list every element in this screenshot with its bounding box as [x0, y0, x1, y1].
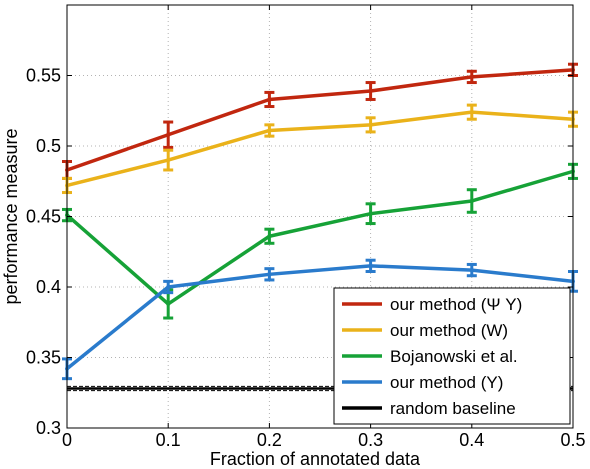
- x-tick-label: 0: [62, 430, 72, 450]
- x-tick-label: 0.1: [156, 430, 181, 450]
- y-tick-label: 0.4: [36, 277, 61, 297]
- series-1: [62, 103, 578, 195]
- data-point: [368, 122, 373, 127]
- x-tick-label: 0.5: [560, 430, 585, 450]
- legend-label: our method (Ψ Y): [390, 295, 522, 314]
- data-point: [166, 158, 171, 163]
- x-tick-label: 0.3: [358, 430, 383, 450]
- legend-label: random baseline: [390, 399, 516, 418]
- data-point: [368, 263, 373, 268]
- series-line: [65, 169, 574, 306]
- x-tick-label: 0.2: [257, 430, 282, 450]
- series-0: [62, 62, 578, 180]
- data-point: [469, 268, 474, 273]
- legend-label: Bojanowski et al.: [390, 347, 518, 366]
- data-point: [469, 198, 474, 203]
- ticks: 0 0.1 0.2 0.3 0.4 0.5 0.3 0.35 0.4 0.45 0.5 0.55: [26, 5, 586, 450]
- data-point: [267, 234, 272, 239]
- data-point: [267, 97, 272, 102]
- y-tick-label: 0.3: [36, 418, 61, 438]
- x-axis-label: Fraction of annotated data: [210, 449, 421, 469]
- data-point: [368, 211, 373, 216]
- series-line: [66, 110, 574, 188]
- data-point: [166, 285, 171, 289]
- data-point: [267, 128, 272, 133]
- series-line: [66, 68, 574, 172]
- y-axis-label: performance measure: [1, 128, 21, 304]
- legend-label: our method (W): [390, 321, 508, 340]
- y-tick-label: 0.35: [26, 348, 61, 368]
- data-point: [267, 272, 272, 277]
- legend: our method (Ψ Y) our method (W) Bojanowski…: [333, 287, 571, 425]
- data-point: [368, 89, 373, 94]
- y-tick-label: 0.45: [26, 207, 61, 227]
- data-point: [166, 301, 171, 306]
- data-point: [469, 74, 474, 79]
- x-tick-label: 0.4: [459, 430, 484, 450]
- series-line: [65, 264, 574, 371]
- data-point: [166, 132, 171, 137]
- y-tick-label: 0.5: [36, 136, 61, 156]
- legend-label: our method (Y): [390, 373, 503, 392]
- data-point: [469, 110, 474, 115]
- y-tick-label: 0.55: [26, 66, 61, 86]
